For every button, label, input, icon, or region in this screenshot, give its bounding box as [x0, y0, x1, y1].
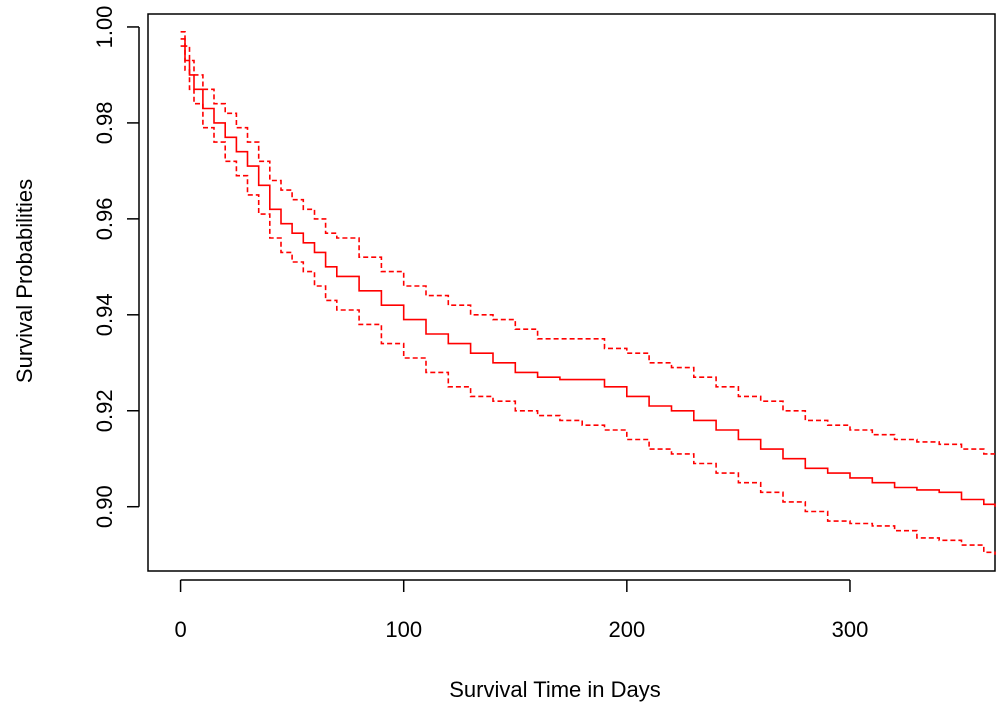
y-tick-label: 0.92	[92, 389, 117, 432]
plot-area-box	[147, 13, 996, 572]
y-axis-title: Survival Probabilities	[12, 179, 37, 383]
confidence-bound-line-2	[180, 45, 996, 555]
y-tick-label: 0.98	[92, 101, 117, 144]
x-axis-title: Survival Time in Days	[449, 677, 661, 702]
confidence-bound-line-1	[180, 31, 995, 455]
y-tick-label: 1.00	[92, 6, 117, 49]
y-tick-label: 0.96	[92, 197, 117, 240]
survival-curves	[180, 31, 996, 555]
x-tick-label: 0	[174, 617, 186, 642]
y-axis: 0.90 0.92 0.94 0.96 0.98 1.00	[92, 6, 140, 528]
y-tick-label: 0.90	[92, 485, 117, 528]
x-tick-label: 200	[608, 617, 645, 642]
x-axis: 0 100 200 300	[174, 579, 869, 642]
x-tick-label: 300	[832, 617, 869, 642]
x-tick-label: 100	[385, 617, 422, 642]
survival-estimate-line	[180, 38, 996, 507]
y-tick-label: 0.94	[92, 293, 117, 336]
